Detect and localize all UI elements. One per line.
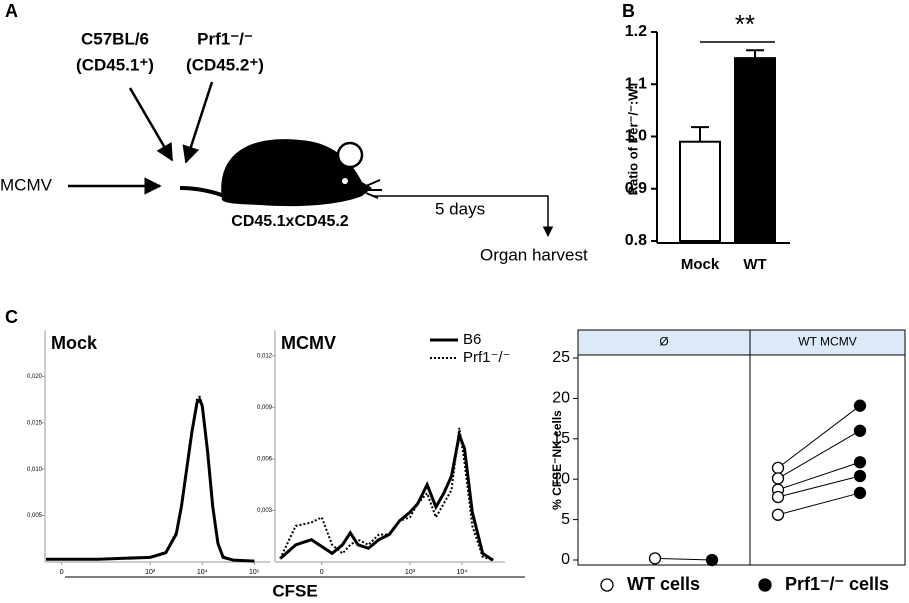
- donor-marker: (CD45.1⁺): [76, 55, 154, 74]
- data-point: [853, 399, 867, 412]
- y-tick-label: 0,003: [257, 508, 273, 514]
- histogram-line: [279, 427, 494, 562]
- endpoint-label: Organ harvest: [480, 245, 588, 264]
- legend-marker: [600, 578, 614, 592]
- y-tick-label: 0,006: [257, 456, 273, 462]
- donor-label: C57BL/6: [81, 29, 149, 48]
- recipient-label: CD45.1xCD45.2: [231, 213, 349, 230]
- x-tick-label: 10⁴: [197, 569, 208, 576]
- y-tick-label: 0.8: [625, 232, 647, 249]
- y-tick-label: 1.2: [625, 23, 647, 40]
- x-axis-title: CFSE: [272, 581, 317, 600]
- legend-label: WT cells: [627, 574, 700, 594]
- significance-label: **: [735, 9, 755, 39]
- y-tick-label: 5: [561, 511, 570, 528]
- data-point: [771, 472, 785, 485]
- infection-label: MCMV: [0, 175, 53, 194]
- arrow: [372, 195, 554, 238]
- x-tick-label: 0: [60, 569, 64, 576]
- x-tick-label: 10⁴: [457, 569, 468, 576]
- header-cell: [577, 329, 751, 356]
- y-tick-label: 25: [552, 349, 570, 366]
- chart-title: Mock: [51, 333, 98, 353]
- donor-label: Prf1⁻/⁻: [197, 29, 253, 48]
- panel-label: A: [5, 1, 18, 21]
- y-tick-label: 10: [552, 470, 570, 487]
- bar: [679, 140, 721, 243]
- chart-title: MCMV: [281, 333, 336, 353]
- histogram-line: [46, 396, 255, 563]
- y-tick-label: 0,005: [27, 513, 43, 519]
- error-bar: [746, 49, 764, 59]
- arrow: [182, 81, 214, 164]
- arrow: [128, 87, 174, 162]
- data-point: [648, 552, 662, 565]
- pair-line: [777, 430, 861, 479]
- legend-label: B6: [463, 331, 481, 348]
- data-point: [771, 508, 785, 521]
- donor-marker: (CD45.2⁺): [186, 55, 264, 74]
- y-axis-title: Ratio of Per⁻/⁻:WT: [625, 81, 640, 196]
- pair-line: [777, 461, 861, 491]
- pair-line: [654, 557, 713, 561]
- schematic: C57BL/6 (CD45.1⁺) Prf1⁻/⁻ (CD45.2⁺) MCMV…: [0, 29, 588, 264]
- y-tick-label: 0,009: [257, 405, 273, 411]
- data-point: [771, 490, 785, 504]
- y-tick-label: 0,020: [27, 374, 43, 380]
- legend-label: Prf1⁻/⁻: [463, 349, 511, 366]
- data-point: [705, 553, 719, 567]
- y-axis-title: % CFSE⁻NK cells: [550, 410, 564, 510]
- data-point: [853, 469, 867, 483]
- y-tick-label: 1.1: [625, 75, 647, 92]
- x-tick-label: 10³: [405, 569, 416, 576]
- condition-label: WT MCMV: [798, 335, 856, 349]
- pair-line: [777, 475, 861, 498]
- y-tick-label: 0: [561, 551, 570, 568]
- x-tick-label: 10³: [145, 569, 156, 576]
- header-cell: [749, 329, 906, 356]
- legend-marker: [758, 578, 772, 592]
- mouse: [221, 139, 372, 207]
- bar: [734, 57, 776, 242]
- histogram-line: [46, 395, 255, 563]
- panel-label: C: [5, 307, 18, 327]
- data-point: [853, 456, 867, 469]
- plot-frame: [577, 354, 906, 566]
- data-point: [853, 424, 867, 437]
- histogram-line: [279, 429, 494, 562]
- pair-line: [777, 405, 861, 469]
- mouse-eye: [342, 178, 348, 184]
- y-tick-label: 0,012: [257, 353, 273, 359]
- data-point: [853, 486, 867, 500]
- x-tick-label: WT: [743, 256, 766, 273]
- y-tick-label: 20: [552, 390, 570, 407]
- y-tick-label: 0,010: [27, 467, 43, 473]
- y-tick-label: 1.0: [625, 128, 647, 145]
- x-tick-label: 0: [320, 569, 324, 576]
- y-tick-label: 15: [552, 430, 570, 447]
- error-bar: [691, 126, 709, 142]
- x-tick-label: 10⁵: [249, 569, 260, 576]
- panel-label: B: [622, 1, 635, 21]
- data-point: [771, 461, 785, 475]
- condition-label: Ø: [659, 335, 668, 349]
- duration-label: 5 days: [435, 199, 485, 218]
- pair-line: [777, 492, 861, 516]
- y-tick-label: 0,015: [27, 420, 43, 426]
- legend-label: Prf1⁻/⁻ cells: [785, 574, 889, 594]
- mouse-ear: [336, 141, 364, 169]
- y-tick-label: 0.9: [625, 180, 647, 197]
- x-tick-label: Mock: [681, 256, 720, 273]
